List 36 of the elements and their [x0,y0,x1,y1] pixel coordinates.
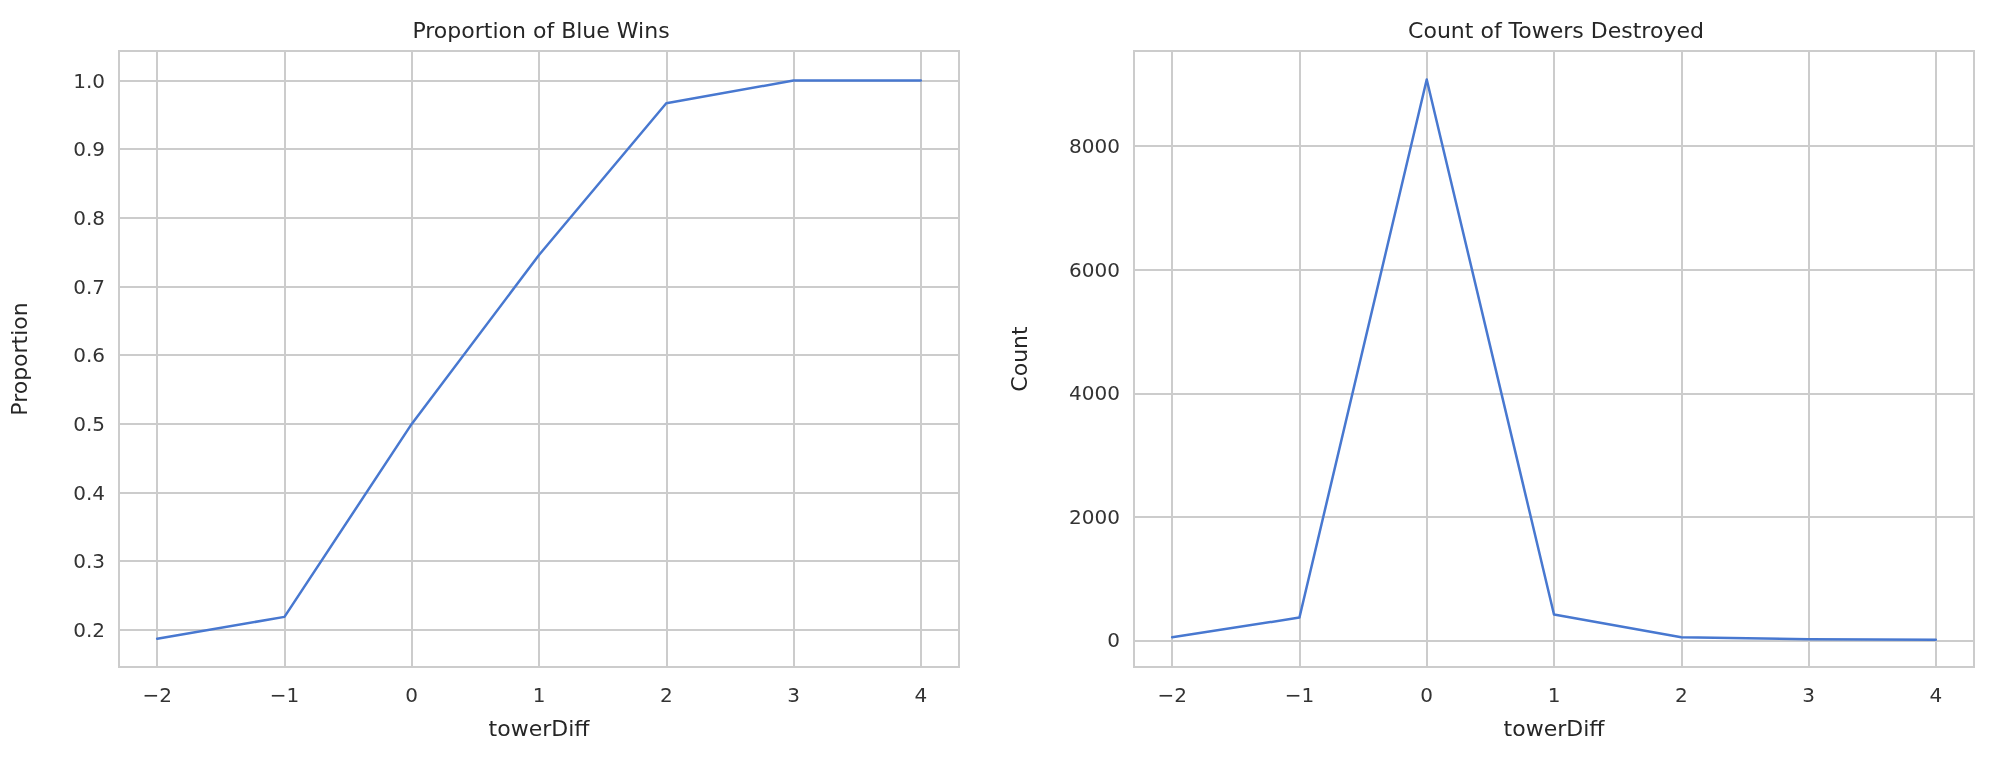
x-tick-label: 4 [1929,683,1943,707]
x-tick-label: 0 [1420,683,1434,707]
y-tick-label: 4000 [1069,381,1120,406]
x-tick-label: −2 [1157,683,1187,707]
y-tick-label: 0.7 [73,274,105,299]
y-tick-label: 0.9 [73,137,105,162]
x-tick-label: 2 [1674,683,1688,707]
y-tick-label: 0.6 [73,343,105,368]
y-axis-title: Proportion [6,302,32,416]
y-tick-label: 0.4 [73,480,105,505]
line-series [1170,78,1938,642]
chart-title: Proportion of Blue Wins [412,17,670,43]
x-tick-label: 4 [914,683,928,707]
x-tick-label: 1 [532,683,546,707]
y-axis-title: Count [1006,325,1032,392]
x-tick-label: 3 [1802,683,1815,707]
x-tick-label: −2 [142,683,172,707]
y-tick-label: 0.3 [73,549,105,574]
y-tick-label: 6000 [1069,257,1120,282]
x-tick-label: 1 [1547,683,1561,707]
y-tick-label: 2000 [1069,504,1120,529]
y-tick-label: 0.8 [73,205,105,230]
y-tick-label: 0.5 [73,411,105,436]
x-tick-label: −1 [1284,683,1315,707]
y-tick-label: 8000 [1069,134,1120,159]
x-axis-title: towerDiff [488,715,591,741]
y-tick-label: 0 [1107,628,1120,653]
chart-title: Count of Towers Destroyed [1408,17,1704,43]
x-tick-label: 0 [405,683,419,707]
line-series [155,79,923,641]
y-tick-label: 1.0 [73,68,105,93]
y-tick-label: 0.2 [73,617,105,642]
x-tick-label: 2 [659,683,673,707]
x-tick-label: 3 [787,683,800,707]
x-axis-title: towerDiff [1503,715,1606,741]
x-tick-label: −1 [269,683,300,707]
